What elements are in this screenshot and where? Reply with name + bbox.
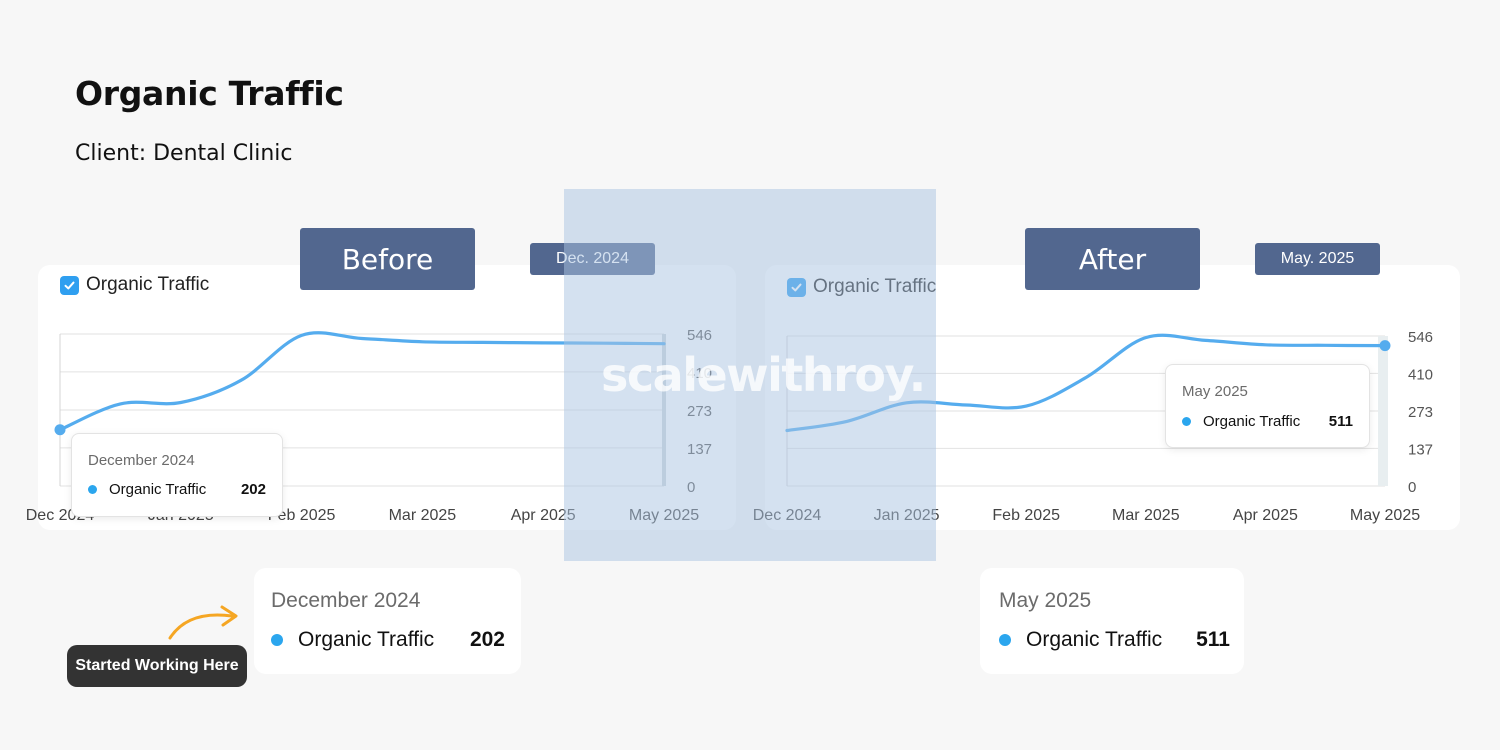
summary-value: 202 — [469, 628, 505, 651]
summary-series: Organic Traffic — [1026, 628, 1163, 651]
client-subtitle: Client: Dental Clinic — [75, 141, 293, 166]
after-chart-card: Organic Traffic 0 137 273 410 546 Dec 2024 Jan… — [753, 265, 1460, 530]
x-tick-label: Apr 2025 — [1233, 507, 1298, 524]
after-summary-card: May 2025 Organic Traffic 511 — [980, 568, 1244, 674]
summary-value: 511 — [1196, 628, 1230, 651]
after-date-badge: May. 2025 — [1255, 243, 1380, 275]
x-tick-label: Mar 2025 — [389, 507, 457, 524]
series-line — [58, 331, 666, 432]
legend-toggle[interactable]: Organic Traffic — [60, 274, 209, 296]
tooltip-date: May 2025 — [1182, 383, 1248, 400]
tooltip-value: 511 — [1328, 413, 1353, 430]
summary-row: Organic Traffic 511 — [999, 628, 1230, 652]
x-tick-label: Mar 2025 — [1112, 507, 1180, 524]
tooltip-series: Organic Traffic — [1203, 413, 1301, 430]
summary-date: December 2024 — [271, 589, 421, 612]
started-working-label: Started Working Here — [67, 645, 247, 687]
y-tick-label: 137 — [687, 441, 712, 458]
tooltip-row: Organic Traffic 202 — [88, 481, 266, 498]
x-tick-label: Feb 2025 — [992, 507, 1060, 524]
summary-series: Organic Traffic — [298, 628, 435, 651]
before-banner: Before — [300, 228, 475, 290]
data-point — [1379, 340, 1391, 352]
y-tick-label: 273 — [687, 403, 712, 420]
x-tick-label: Dec 2024 — [753, 507, 822, 524]
x-tick-label: Apr 2025 — [511, 507, 576, 524]
y-tick-label: 137 — [1408, 441, 1433, 458]
x-tick-label: Jan 2025 — [874, 507, 940, 524]
data-point — [54, 424, 66, 436]
chart-tooltip: December 2024 Organic Traffic 202 — [71, 433, 283, 517]
y-tick-label: 546 — [1408, 329, 1433, 346]
y-tick-label: 546 — [687, 327, 712, 344]
hover-column — [1378, 336, 1388, 486]
tooltip-row: Organic Traffic 511 — [1182, 413, 1353, 430]
tooltip-date: December 2024 — [88, 452, 195, 469]
x-tick-label: Feb 2025 — [268, 507, 336, 524]
chart-tooltip: May 2025 Organic Traffic 511 — [1165, 364, 1370, 448]
tooltip-series: Organic Traffic — [109, 481, 207, 498]
page-title: Organic Traffic — [75, 74, 344, 113]
series-dot-icon — [999, 634, 1011, 646]
series-dot-icon — [1182, 417, 1191, 426]
after-banner: After — [1025, 228, 1200, 290]
summary-date: May 2025 — [999, 589, 1092, 612]
curved-arrow-icon — [168, 605, 238, 640]
y-tick-label: 0 — [687, 479, 695, 496]
legend-label: Organic Traffic — [86, 274, 210, 295]
before-date-badge: Dec. 2024 — [530, 243, 655, 275]
y-tick-label: 273 — [1408, 404, 1433, 421]
y-tick-label: 410 — [687, 365, 712, 382]
summary-row: Organic Traffic 202 — [271, 628, 505, 652]
x-tick-label: May 2025 — [1350, 507, 1420, 524]
series-dot-icon — [271, 634, 283, 646]
check-icon[interactable] — [60, 275, 79, 295]
tooltip-value: 202 — [240, 481, 266, 498]
y-tick-label: 0 — [1408, 479, 1416, 496]
x-tick-label: May 2025 — [629, 507, 699, 524]
y-tick-label: 410 — [1408, 366, 1433, 383]
series-dot-icon — [88, 485, 97, 494]
before-summary-card: December 2024 Organic Traffic 202 — [254, 568, 521, 674]
